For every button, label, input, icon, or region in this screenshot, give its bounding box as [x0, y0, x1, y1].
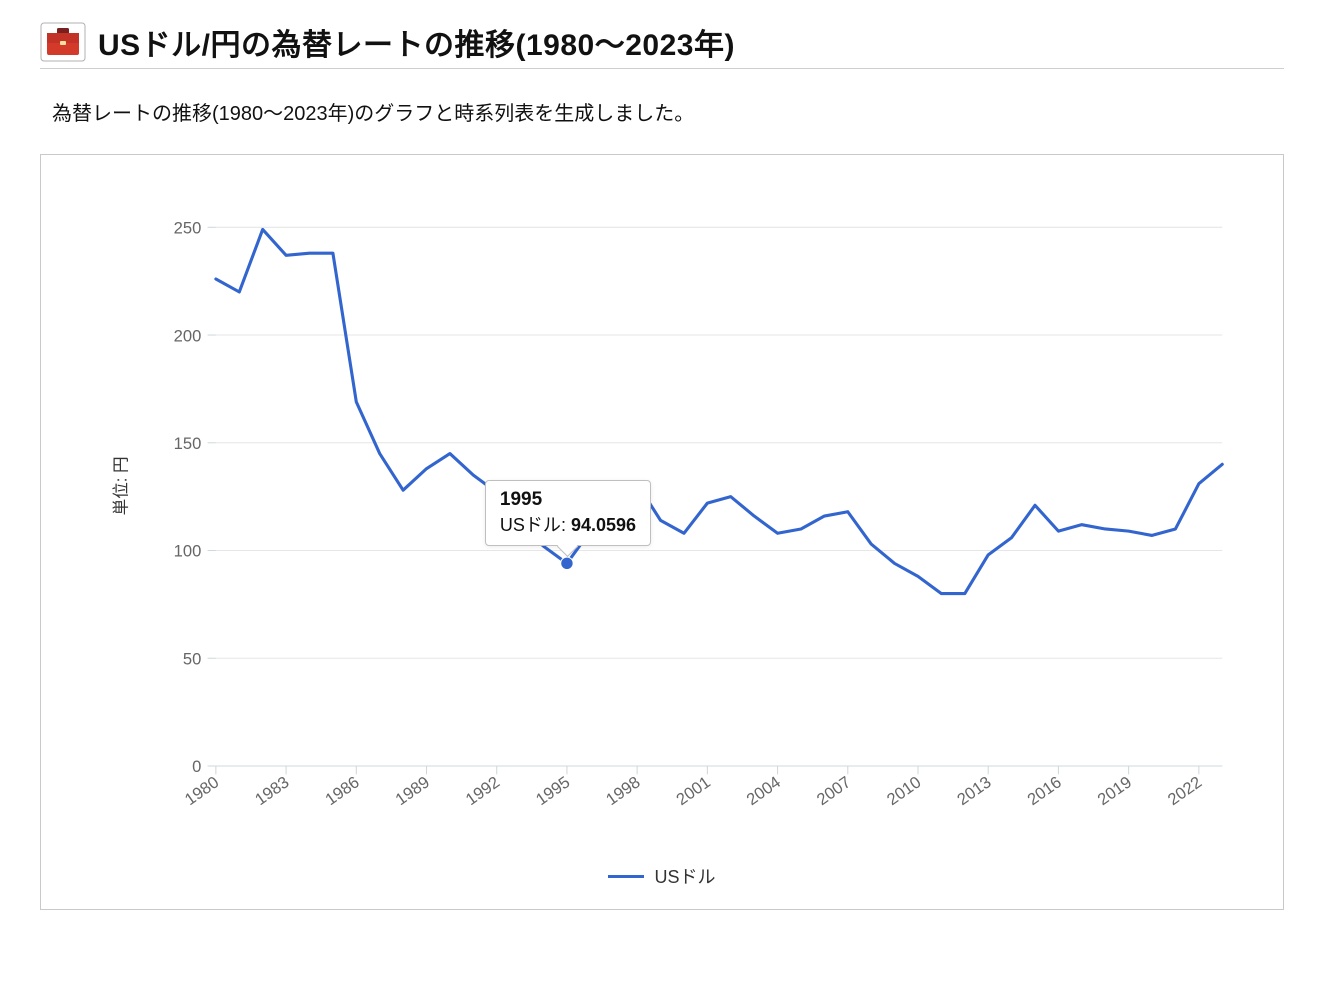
page-header: USドル/円の為替レートの推移(1980～2023年)	[40, 20, 1284, 69]
svg-text:50: 50	[183, 649, 201, 668]
svg-text:1998: 1998	[602, 772, 643, 809]
svg-text:2019: 2019	[1094, 772, 1135, 809]
svg-text:2013: 2013	[954, 772, 995, 809]
svg-text:0: 0	[192, 757, 201, 776]
svg-text:1995: 1995	[532, 772, 573, 809]
legend-label: USドル	[654, 863, 715, 889]
svg-text:2016: 2016	[1024, 772, 1065, 809]
briefcase-icon	[40, 22, 86, 62]
svg-text:1989: 1989	[392, 772, 433, 809]
svg-text:150: 150	[174, 434, 202, 453]
svg-text:1992: 1992	[462, 772, 503, 809]
svg-text:1986: 1986	[322, 772, 363, 809]
page-subtitle: 為替レートの推移(1980～2023年)のグラフと時系列表を生成しました。	[52, 97, 1284, 126]
svg-text:1983: 1983	[251, 772, 292, 809]
svg-text:2007: 2007	[813, 772, 854, 809]
chart-legend: USドル	[81, 863, 1243, 889]
svg-text:250: 250	[174, 219, 202, 238]
svg-text:100: 100	[174, 542, 202, 561]
svg-text:2001: 2001	[673, 772, 714, 809]
line-chart[interactable]: 0 50 100 150 200 250 1980 1983 1986 1989 1992 1995 1…	[81, 185, 1243, 849]
svg-text:2004: 2004	[743, 772, 784, 809]
legend-swatch	[608, 875, 644, 878]
svg-text:単位: 円: 単位: 円	[112, 456, 131, 515]
svg-text:200: 200	[174, 326, 202, 345]
svg-text:1980: 1980	[181, 772, 222, 809]
svg-text:2022: 2022	[1164, 772, 1205, 809]
page-title: USドル/円の為替レートの推移(1980～2023年)	[98, 20, 735, 64]
chart-container: 0 50 100 150 200 250 1980 1983 1986 1989 1992 1995 1…	[40, 154, 1284, 910]
svg-text:2010: 2010	[883, 772, 924, 809]
